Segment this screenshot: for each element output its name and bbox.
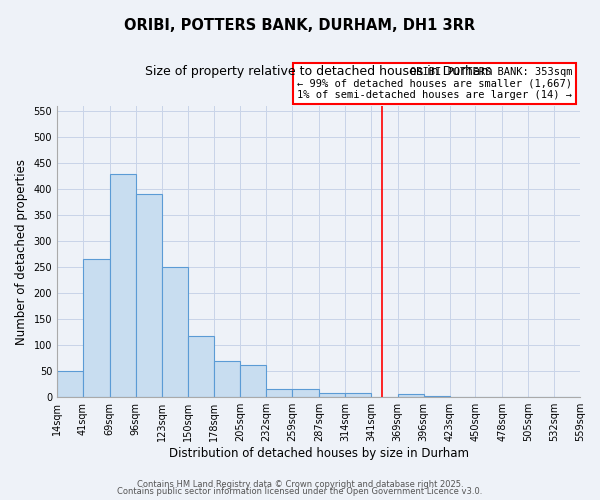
Bar [345,393,371,397]
Text: ORIBI, POTTERS BANK, DURHAM, DH1 3RR: ORIBI, POTTERS BANK, DURHAM, DH1 3RR [124,18,476,32]
Bar [266,390,292,397]
Y-axis label: Number of detached properties: Number of detached properties [15,158,28,344]
Bar [136,194,161,397]
Text: ORIBI POTTERS BANK: 353sqm
← 99% of detached houses are smaller (1,667)
1% of se: ORIBI POTTERS BANK: 353sqm ← 99% of deta… [297,67,572,100]
Bar [57,371,83,397]
Text: Contains public sector information licensed under the Open Government Licence v3: Contains public sector information licen… [118,488,482,496]
Bar [110,174,136,397]
Bar [292,390,319,397]
Bar [214,361,241,397]
X-axis label: Distribution of detached houses by size in Durham: Distribution of detached houses by size … [169,447,469,460]
Bar [241,365,266,397]
Bar [319,393,345,397]
Bar [188,336,214,397]
Text: Contains HM Land Registry data © Crown copyright and database right 2025.: Contains HM Land Registry data © Crown c… [137,480,463,489]
Bar [398,394,424,397]
Bar [424,396,449,397]
Bar [83,260,110,397]
Title: Size of property relative to detached houses in Durham: Size of property relative to detached ho… [145,66,493,78]
Bar [161,267,188,397]
Bar [502,396,528,397]
